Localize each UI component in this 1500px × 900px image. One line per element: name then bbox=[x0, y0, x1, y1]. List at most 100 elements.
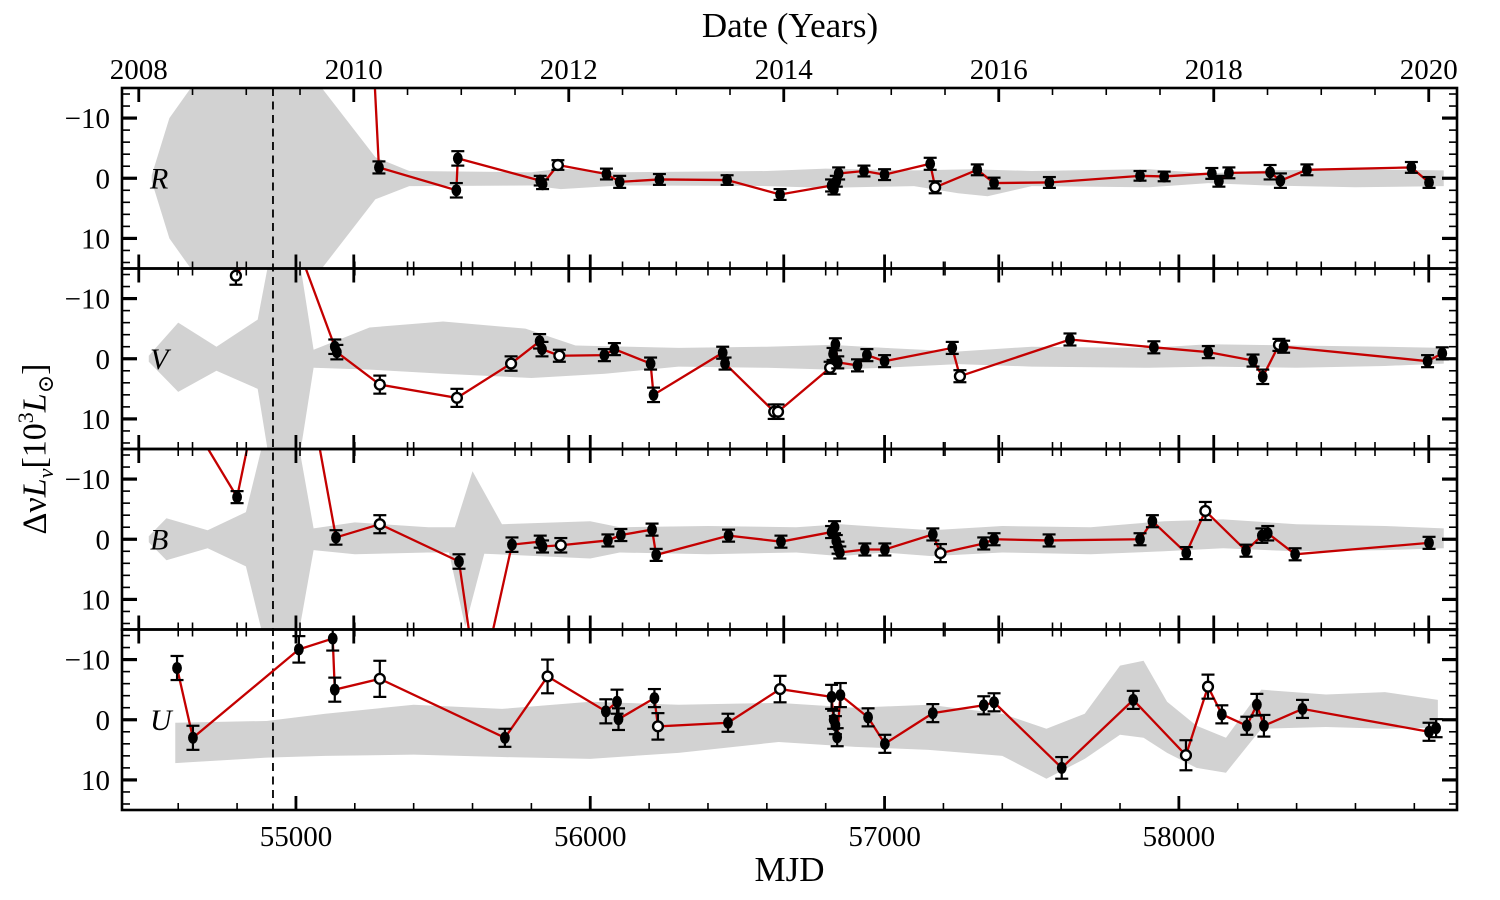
panel-V-curve bbox=[234, 268, 1443, 413]
data-point-open bbox=[541, 670, 554, 683]
data-point-filled bbox=[331, 346, 342, 359]
data-point-filled bbox=[1241, 719, 1252, 732]
x-axis-label: MJD bbox=[754, 850, 825, 889]
data-point-filled bbox=[947, 341, 958, 354]
data-point-filled bbox=[374, 161, 384, 174]
data-point-filled bbox=[1422, 355, 1433, 368]
axis-tick-labels: 2008 2010 2012 2014 2016 2018 2020 55000 56000 57… bbox=[65, 54, 1458, 853]
data-point-open bbox=[504, 357, 518, 370]
data-point-filled bbox=[832, 356, 843, 369]
data-point-filled bbox=[927, 528, 938, 541]
top-tick-label: 2010 bbox=[325, 54, 383, 86]
data-point-filled bbox=[879, 168, 890, 181]
data-point-filled bbox=[451, 184, 462, 197]
data-point-filled bbox=[826, 690, 837, 703]
data-point-filled bbox=[648, 388, 659, 401]
top-tick-label: 2018 bbox=[1185, 54, 1243, 86]
data-point-filled bbox=[1248, 354, 1258, 367]
panel-label-V: V bbox=[150, 343, 172, 376]
data-point-filled bbox=[1241, 544, 1251, 557]
top-tick-label: 2008 bbox=[110, 54, 168, 86]
data-point-filled bbox=[613, 713, 624, 726]
data-point-open bbox=[450, 391, 464, 404]
panel-U-series bbox=[170, 629, 1443, 780]
axis-ticks bbox=[122, 88, 1457, 810]
data-point-open bbox=[373, 518, 386, 531]
data-point-filled bbox=[1147, 515, 1158, 528]
data-point-filled bbox=[1265, 166, 1276, 179]
data-point-filled bbox=[835, 689, 846, 702]
data-point-filled bbox=[723, 529, 734, 542]
data-point-filled bbox=[603, 534, 613, 547]
data-point-filled bbox=[1297, 702, 1308, 715]
data-point-filled bbox=[723, 716, 733, 729]
panel-label-B: B bbox=[150, 523, 168, 556]
data-point-filled bbox=[1135, 533, 1145, 546]
top-tick-label: 2016 bbox=[970, 54, 1028, 86]
top-tick-label: 2012 bbox=[540, 54, 598, 86]
data-point-filled bbox=[1216, 708, 1227, 721]
y-tick-label: 0 bbox=[96, 163, 111, 195]
y-tick-label: 10 bbox=[81, 584, 110, 616]
data-point-filled bbox=[1056, 761, 1067, 774]
data-point-filled bbox=[331, 531, 341, 544]
bottom-tick-label: 58000 bbox=[1143, 821, 1216, 853]
data-point-open bbox=[554, 539, 567, 552]
y-tick-label: −10 bbox=[65, 645, 110, 677]
data-point-filled bbox=[859, 543, 870, 556]
data-point-filled bbox=[1275, 174, 1286, 187]
data-point-filled bbox=[1431, 722, 1442, 735]
data-point-filled bbox=[925, 157, 936, 170]
data-point-filled bbox=[972, 163, 983, 176]
y-axis-label: ΔνLν[103L⊙] bbox=[12, 363, 59, 535]
data-point-open bbox=[229, 269, 242, 282]
panel-B-series bbox=[206, 449, 1436, 630]
y-tick-label: −10 bbox=[65, 103, 110, 135]
data-point-open bbox=[1201, 680, 1215, 693]
data-point-filled bbox=[978, 537, 989, 550]
data-point-filled bbox=[1181, 547, 1192, 560]
data-point-filled bbox=[1148, 341, 1159, 354]
data-point-filled bbox=[293, 643, 304, 656]
data-point-filled bbox=[1257, 370, 1268, 383]
data-point-filled bbox=[859, 165, 869, 178]
data-point-filled bbox=[600, 705, 611, 718]
panel-V-uncertainty-band bbox=[148, 268, 1444, 449]
data-point-filled bbox=[1214, 175, 1224, 188]
panel-V-series bbox=[229, 268, 1449, 421]
data-point-filled bbox=[717, 346, 728, 359]
data-point-filled bbox=[829, 521, 840, 534]
y-tick-label: −10 bbox=[65, 464, 110, 496]
panel-label-R: R bbox=[149, 162, 168, 195]
data-point-filled bbox=[1406, 161, 1417, 174]
data-point-filled bbox=[1251, 698, 1262, 711]
data-point-filled bbox=[615, 529, 626, 542]
data-point-filled bbox=[609, 343, 620, 356]
data-point-filled bbox=[776, 535, 786, 548]
data-point-filled bbox=[862, 349, 872, 362]
data-point-filled bbox=[833, 167, 844, 180]
data-point-filled bbox=[172, 662, 182, 675]
data-point-filled bbox=[978, 699, 989, 712]
data-point-open bbox=[551, 158, 564, 172]
data-point-filled bbox=[649, 692, 660, 705]
data-point-filled bbox=[1128, 693, 1139, 706]
data-point-open bbox=[953, 370, 967, 383]
data-point-filled bbox=[507, 538, 517, 551]
data-point-filled bbox=[232, 491, 242, 504]
y-tick-label: 10 bbox=[81, 404, 110, 436]
data-point-filled bbox=[863, 711, 873, 724]
data-point-filled bbox=[989, 533, 999, 546]
data-point-filled bbox=[454, 555, 464, 568]
data-point-filled bbox=[879, 737, 890, 750]
data-point-filled bbox=[537, 540, 548, 553]
data-point-filled bbox=[775, 188, 785, 201]
data-point-filled bbox=[1424, 536, 1434, 549]
data-point-filled bbox=[989, 696, 999, 709]
data-point-open bbox=[1179, 749, 1193, 762]
data-point-filled bbox=[1290, 548, 1301, 561]
y-tick-label: 10 bbox=[81, 765, 110, 797]
top-tick-label: 2014 bbox=[755, 54, 814, 86]
data-point-filled bbox=[989, 177, 999, 190]
